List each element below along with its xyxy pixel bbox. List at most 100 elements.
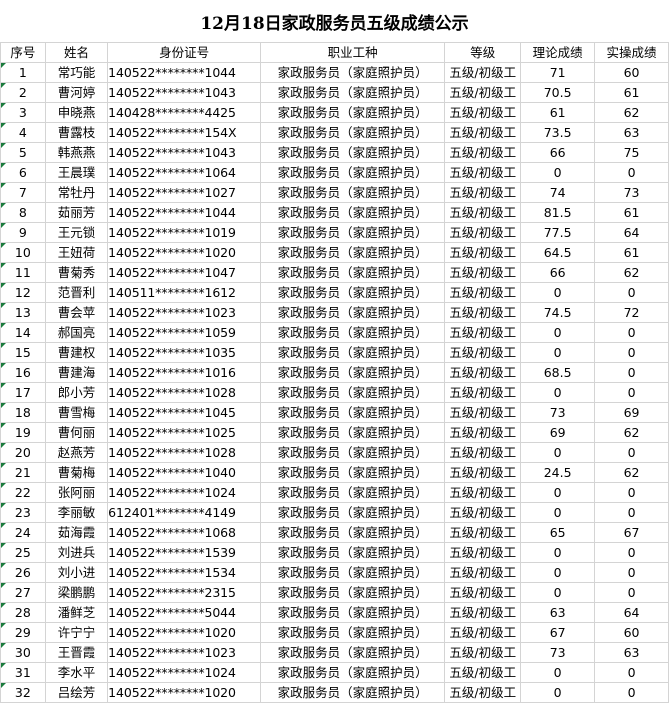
cell-name[interactable]: 曹露枝 [44, 122, 109, 143]
cell-job[interactable]: 家政服务员（家庭照护员） [260, 282, 446, 303]
cell-practical-score[interactable]: 0 [594, 342, 669, 363]
cell-level[interactable]: 五级/初级工 [444, 562, 522, 583]
cell-theory-score[interactable]: 66 [520, 142, 596, 163]
cell-id-number[interactable]: 140522********1035 [107, 342, 262, 363]
cell-index[interactable]: 6 [0, 162, 46, 183]
cell-id-number[interactable]: 140522********1024 [107, 482, 262, 503]
cell-job[interactable]: 家政服务员（家庭照护员） [260, 622, 446, 643]
cell-job[interactable]: 家政服务员（家庭照护员） [260, 62, 446, 83]
cell-index[interactable]: 12 [0, 282, 46, 303]
cell-name[interactable]: 曹菊梅 [44, 462, 109, 483]
cell-id-number[interactable]: 140522********1024 [107, 662, 262, 683]
cell-theory-score[interactable]: 61 [520, 102, 596, 123]
cell-job[interactable]: 家政服务员（家庭照护员） [260, 502, 446, 523]
cell-index[interactable]: 24 [0, 522, 46, 543]
cell-name[interactable]: 范晋利 [44, 282, 109, 303]
cell-id-number[interactable]: 140522********1045 [107, 402, 262, 423]
cell-theory-score[interactable]: 69 [520, 422, 596, 443]
cell-job[interactable]: 家政服务员（家庭照护员） [260, 142, 446, 163]
cell-level[interactable]: 五级/初级工 [444, 662, 522, 683]
cell-theory-score[interactable]: 81.5 [520, 202, 596, 223]
cell-name[interactable]: 刘进兵 [44, 542, 109, 563]
cell-level[interactable]: 五级/初级工 [444, 222, 522, 243]
cell-job[interactable]: 家政服务员（家庭照护员） [260, 402, 446, 423]
cell-name[interactable]: 茹海霞 [44, 522, 109, 543]
cell-index[interactable]: 22 [0, 482, 46, 503]
cell-theory-score[interactable]: 63 [520, 602, 596, 623]
cell-practical-score[interactable]: 62 [594, 422, 669, 443]
cell-level[interactable]: 五级/初级工 [444, 262, 522, 283]
cell-name[interactable]: 曹会苹 [44, 302, 109, 323]
cell-name[interactable]: 曹河婷 [44, 82, 109, 103]
cell-practical-score[interactable]: 64 [594, 222, 669, 243]
cell-id-number[interactable]: 140522********1059 [107, 322, 262, 343]
cell-job[interactable]: 家政服务员（家庭照护员） [260, 322, 446, 343]
cell-theory-score[interactable]: 71 [520, 62, 596, 83]
cell-practical-score[interactable]: 0 [594, 442, 669, 463]
cell-job[interactable]: 家政服务员（家庭照护员） [260, 602, 446, 623]
cell-level[interactable]: 五级/初级工 [444, 462, 522, 483]
cell-name[interactable]: 曹建权 [44, 342, 109, 363]
cell-theory-score[interactable]: 64.5 [520, 242, 596, 263]
cell-index[interactable]: 30 [0, 642, 46, 663]
cell-practical-score[interactable]: 0 [594, 582, 669, 603]
cell-job[interactable]: 家政服务员（家庭照护员） [260, 482, 446, 503]
cell-name[interactable]: 王晋霞 [44, 642, 109, 663]
cell-name[interactable]: 张阿丽 [44, 482, 109, 503]
cell-id-number[interactable]: 140522********1027 [107, 182, 262, 203]
cell-theory-score[interactable]: 0 [520, 342, 596, 363]
cell-theory-score[interactable]: 0 [520, 682, 596, 703]
cell-index[interactable]: 19 [0, 422, 46, 443]
cell-id-number[interactable]: 140522********1019 [107, 222, 262, 243]
cell-theory-score[interactable]: 0 [520, 562, 596, 583]
cell-job[interactable]: 家政服务员（家庭照护员） [260, 662, 446, 683]
cell-practical-score[interactable]: 64 [594, 602, 669, 623]
cell-theory-score[interactable]: 77.5 [520, 222, 596, 243]
cell-id-number[interactable]: 140511********1612 [107, 282, 262, 303]
cell-job[interactable]: 家政服务员（家庭照护员） [260, 462, 446, 483]
cell-job[interactable]: 家政服务员（家庭照护员） [260, 162, 446, 183]
cell-name[interactable]: 梁鹏鹏 [44, 582, 109, 603]
cell-level[interactable]: 五级/初级工 [444, 602, 522, 623]
cell-level[interactable]: 五级/初级工 [444, 502, 522, 523]
cell-theory-score[interactable]: 0 [520, 282, 596, 303]
cell-name[interactable]: 曹雪梅 [44, 402, 109, 423]
cell-theory-score[interactable]: 67 [520, 622, 596, 643]
cell-name[interactable]: 曹建海 [44, 362, 109, 383]
cell-level[interactable]: 五级/初级工 [444, 202, 522, 223]
cell-practical-score[interactable]: 75 [594, 142, 669, 163]
cell-practical-score[interactable]: 72 [594, 302, 669, 323]
cell-practical-score[interactable]: 73 [594, 182, 669, 203]
cell-job[interactable]: 家政服务员（家庭照护员） [260, 442, 446, 463]
cell-practical-score[interactable]: 0 [594, 362, 669, 383]
cell-level[interactable]: 五级/初级工 [444, 682, 522, 703]
cell-practical-score[interactable]: 0 [594, 282, 669, 303]
cell-id-number[interactable]: 140522********1043 [107, 82, 262, 103]
cell-theory-score[interactable]: 73 [520, 402, 596, 423]
cell-id-number[interactable]: 140522********154X [107, 122, 262, 143]
cell-index[interactable]: 32 [0, 682, 46, 703]
cell-id-number[interactable]: 140522********1025 [107, 422, 262, 443]
cell-level[interactable]: 五级/初级工 [444, 482, 522, 503]
cell-theory-score[interactable]: 70.5 [520, 82, 596, 103]
cell-level[interactable]: 五级/初级工 [444, 142, 522, 163]
cell-name[interactable]: 赵燕芳 [44, 442, 109, 463]
cell-practical-score[interactable]: 0 [594, 502, 669, 523]
cell-index[interactable]: 21 [0, 462, 46, 483]
cell-theory-score[interactable]: 0 [520, 322, 596, 343]
cell-level[interactable]: 五级/初级工 [444, 362, 522, 383]
cell-theory-score[interactable]: 66 [520, 262, 596, 283]
cell-index[interactable]: 31 [0, 662, 46, 683]
cell-index[interactable]: 27 [0, 582, 46, 603]
cell-level[interactable]: 五级/初级工 [444, 322, 522, 343]
cell-practical-score[interactable]: 69 [594, 402, 669, 423]
cell-index[interactable]: 10 [0, 242, 46, 263]
cell-id-number[interactable]: 140522********5044 [107, 602, 262, 623]
cell-id-number[interactable]: 140428********4425 [107, 102, 262, 123]
cell-index[interactable]: 23 [0, 502, 46, 523]
cell-id-number[interactable]: 140522********1020 [107, 622, 262, 643]
cell-theory-score[interactable]: 73.5 [520, 122, 596, 143]
cell-level[interactable]: 五级/初级工 [444, 182, 522, 203]
cell-job[interactable]: 家政服务员（家庭照护员） [260, 642, 446, 663]
cell-id-number[interactable]: 140522********1028 [107, 382, 262, 403]
